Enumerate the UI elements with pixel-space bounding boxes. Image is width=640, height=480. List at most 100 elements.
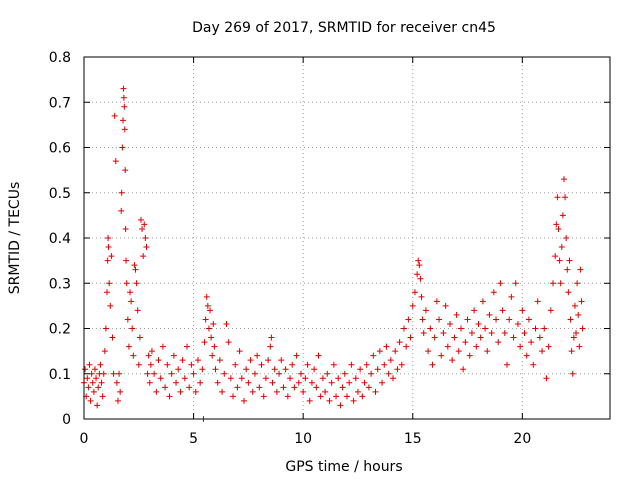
data-point [164, 361, 171, 368]
data-point [192, 388, 199, 395]
data-point [415, 257, 422, 264]
y-tick-label: 0.2 [49, 322, 71, 338]
data-point [559, 212, 566, 219]
y-tick-label: 0.4 [49, 231, 71, 247]
data-point [254, 352, 261, 359]
data-point [104, 289, 111, 296]
data-point [368, 370, 375, 377]
data-point [105, 235, 112, 241]
data-point [407, 334, 414, 341]
data-point [539, 348, 546, 355]
data-point [379, 379, 386, 386]
data-point [440, 330, 447, 337]
data-point [157, 375, 164, 382]
data-point [204, 302, 211, 309]
y-tick-label: 0 [62, 412, 71, 428]
data-point [311, 366, 318, 373]
data-point [579, 325, 586, 332]
data-point [508, 293, 515, 300]
data-point [227, 375, 234, 382]
data-point [575, 311, 582, 318]
data-point [387, 357, 394, 364]
data-point [333, 393, 340, 400]
data-point [130, 352, 137, 359]
data-point [238, 375, 245, 382]
data-point [256, 384, 263, 391]
data-point [512, 280, 519, 287]
data-point [119, 144, 126, 151]
data-point [168, 370, 175, 377]
data-point [188, 361, 195, 368]
data-point [245, 379, 252, 386]
data-point [304, 361, 311, 368]
data-point [578, 298, 585, 305]
data-point [346, 379, 353, 386]
data-point [208, 334, 215, 341]
data-point [151, 370, 158, 377]
data-point [552, 253, 559, 260]
data-point [147, 361, 154, 368]
data-point [293, 352, 300, 359]
data-point [87, 397, 94, 404]
data-point [433, 298, 440, 305]
data-point [205, 325, 212, 332]
data-point [427, 325, 434, 332]
y-tick-label: 0.5 [49, 186, 71, 202]
chart-title: Day 269 of 2017, SRMTID for receiver cn4… [192, 20, 496, 36]
data-point [400, 325, 407, 332]
data-point [267, 343, 274, 350]
data-point [148, 348, 155, 355]
data-point [121, 103, 128, 110]
data-point [563, 235, 570, 241]
data-point [128, 298, 135, 305]
data-point [90, 388, 97, 395]
data-point [249, 388, 256, 395]
data-point [86, 361, 93, 368]
data-point [262, 375, 269, 382]
data-point [532, 325, 539, 332]
data-point [565, 289, 572, 296]
data-point [569, 370, 576, 377]
y-tick-label: 0.1 [49, 367, 71, 383]
data-point [265, 357, 272, 364]
data-point [429, 361, 436, 368]
data-point [385, 370, 392, 377]
data-point [101, 348, 108, 355]
data-point [486, 311, 493, 318]
data-point [93, 375, 100, 382]
data-point [269, 379, 276, 386]
y-axis-label: SRMTID / TECUs [7, 182, 23, 295]
data-point [451, 334, 458, 341]
data-point [357, 366, 364, 373]
data-point [479, 298, 486, 305]
data-point [123, 280, 130, 287]
data-point [258, 361, 265, 368]
data-point [394, 366, 401, 373]
data-point [344, 393, 350, 400]
data-point [142, 235, 149, 241]
data-point [170, 352, 177, 359]
y-tick-label: 0.3 [49, 276, 71, 292]
data-point [133, 280, 140, 287]
data-point [300, 388, 307, 395]
data-point [247, 357, 254, 364]
data-point [105, 244, 112, 251]
data-point [556, 257, 563, 264]
data-point [207, 307, 214, 314]
data-point [501, 330, 508, 337]
data-point [287, 375, 294, 382]
data-point [348, 361, 355, 368]
data-point [234, 384, 241, 391]
data-point [425, 348, 432, 355]
data-point [181, 375, 188, 382]
data-point [568, 348, 575, 355]
plot-frame [83, 56, 611, 420]
data-point [523, 352, 530, 359]
data-point [211, 343, 218, 350]
data-point [91, 366, 98, 373]
data-point [308, 379, 315, 386]
data-point [137, 216, 144, 223]
data-point [260, 393, 267, 400]
data-point [122, 225, 129, 232]
data-point [297, 370, 304, 377]
